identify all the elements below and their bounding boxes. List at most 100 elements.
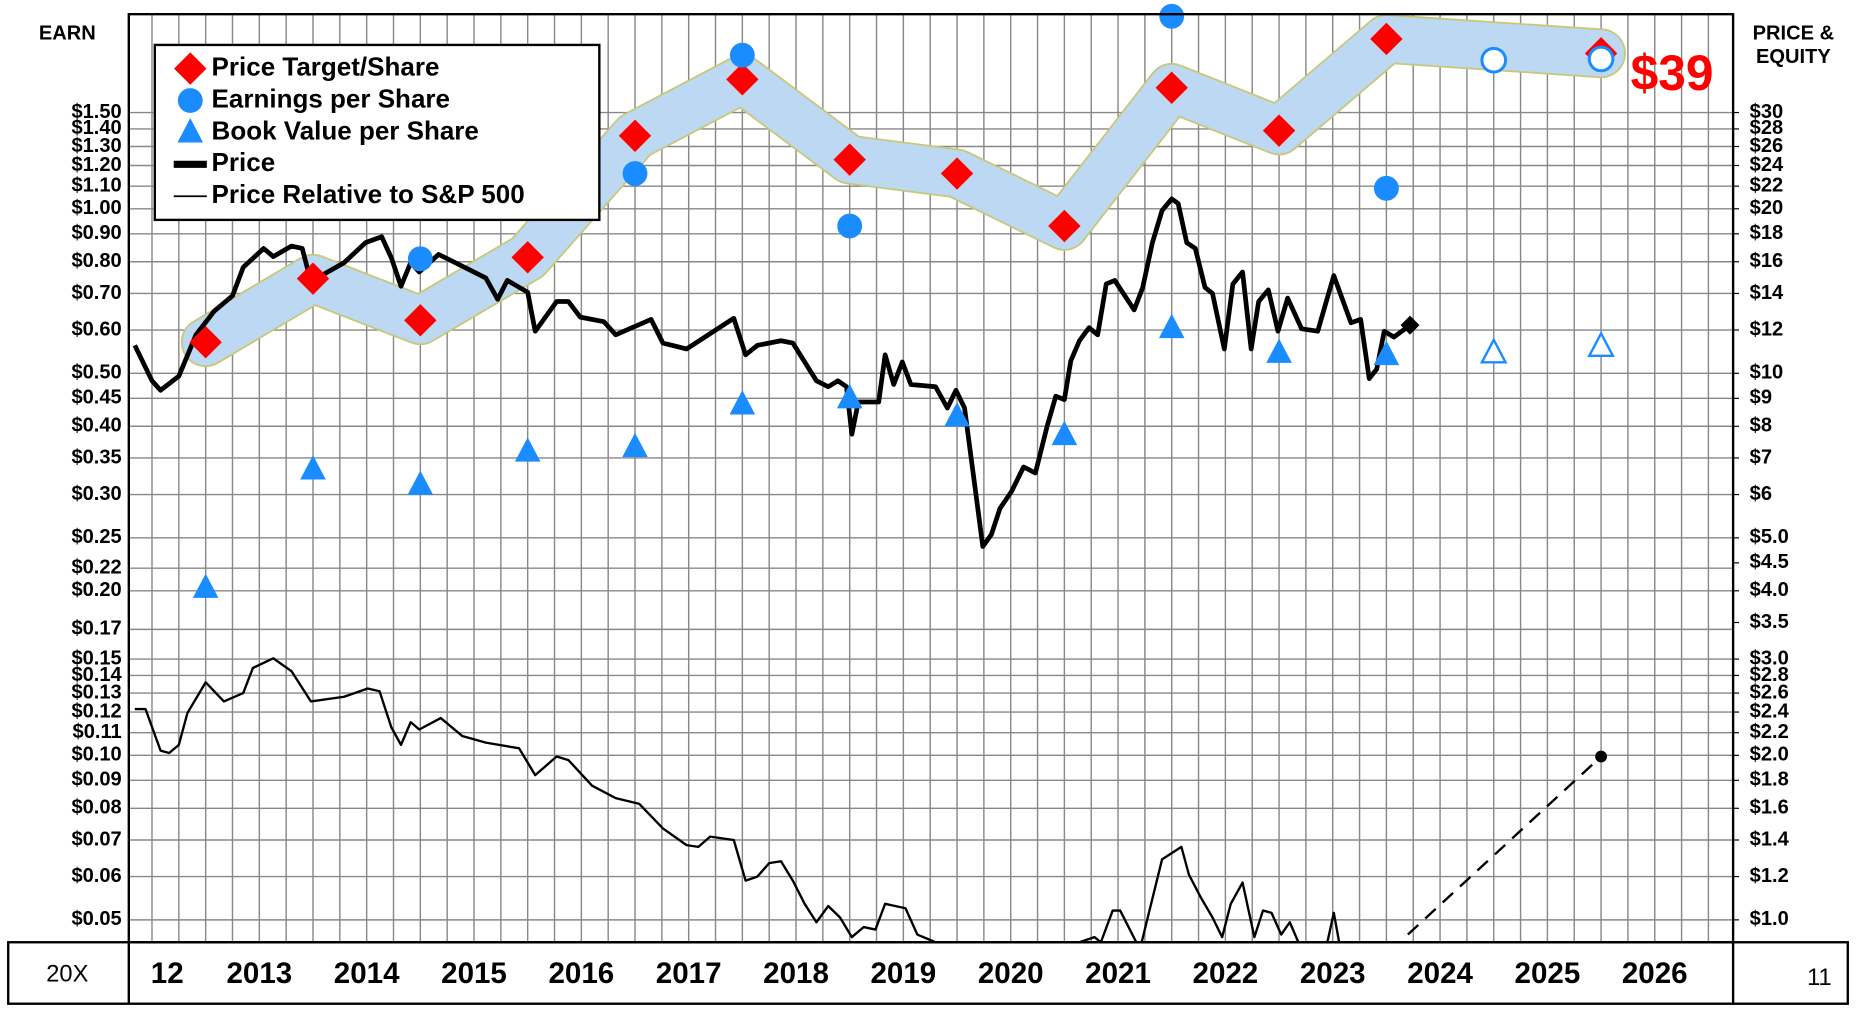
legend-box — [153, 43, 601, 222]
y2-tick-label: $8 — [1750, 415, 1772, 437]
x-tick-label: 2014 — [334, 957, 400, 990]
y2-tick-label: $24 — [1750, 154, 1784, 176]
y-tick-label: $0.45 — [71, 387, 121, 409]
y-tick-label: $0.40 — [71, 415, 121, 437]
legend-label: Earnings per Share — [212, 83, 450, 113]
x-tick-label: 2021 — [1085, 957, 1151, 990]
x-tick-label: 2016 — [548, 957, 614, 990]
y-tick-label: $0.06 — [71, 865, 121, 887]
circle-marker — [729, 42, 755, 68]
y-tick-label: $0.20 — [71, 579, 121, 601]
y2-tick-label: $18 — [1750, 222, 1783, 244]
right-axis-label: PRICE & — [1753, 23, 1834, 45]
y-tick-label: $0.05 — [71, 908, 121, 930]
y2-tick-label: $5.0 — [1750, 526, 1789, 548]
x-tick-label: 2017 — [656, 957, 722, 990]
triangle-marker — [407, 470, 434, 495]
diamond-marker — [189, 325, 222, 359]
diamond-marker — [940, 157, 974, 190]
x-tick-label: 2023 — [1300, 957, 1366, 990]
y2-tick-label: $14 — [1750, 282, 1784, 304]
circle-marker — [622, 161, 648, 186]
y2-tick-label: $1.8 — [1750, 769, 1789, 791]
triangle-marker — [177, 118, 204, 143]
triangle-marker — [729, 390, 756, 415]
triangle-marker — [836, 384, 863, 409]
y-tick-label: $0.11 — [73, 721, 122, 743]
triangle-marker — [1266, 338, 1292, 363]
diamond-marker — [296, 262, 330, 295]
diamond-marker — [1155, 71, 1188, 104]
y2-tick-label: $2.6 — [1750, 681, 1789, 703]
y2-tick-label: $9 — [1750, 387, 1772, 409]
y2-tick-label: $12 — [1750, 318, 1783, 340]
right-axis-label: EQUITY — [1756, 46, 1831, 68]
diamond-marker — [1262, 114, 1296, 147]
triangle-marker — [514, 437, 541, 462]
triangle-marker — [1479, 337, 1508, 364]
y-tick-label: $0.08 — [71, 797, 121, 819]
y-tick-label: $1.40 — [71, 117, 121, 139]
bottom-strip — [7, 941, 1849, 1005]
diamond-marker — [404, 304, 437, 337]
triangle-marker — [944, 402, 970, 427]
y-tick-label: $0.15 — [71, 647, 121, 669]
y-tick-label: $0.30 — [71, 483, 121, 505]
x-tick-label: 2026 — [1622, 957, 1688, 990]
triangle-marker — [1587, 330, 1615, 358]
y-tick-label: $0.12 — [71, 700, 121, 722]
diamond-marker — [174, 52, 207, 85]
x-tick-label: 2019 — [871, 957, 937, 990]
legend-label: Price Relative to S&P 500 — [212, 179, 525, 209]
circle-marker — [1587, 45, 1615, 73]
y-tick-label: $1.30 — [71, 135, 121, 157]
x-tick-label: 2015 — [441, 957, 507, 990]
y2-tick-label: $6 — [1750, 483, 1772, 505]
legend-label: Book Value per Share — [212, 115, 479, 145]
y2-tick-label: $2.4 — [1750, 700, 1790, 722]
y2-tick-label: $10 — [1750, 362, 1783, 384]
circle-marker — [1159, 3, 1185, 29]
y2-tick-label: $26 — [1750, 135, 1783, 157]
legend-label: Price — [212, 147, 276, 177]
x-tick-label: 2025 — [1515, 957, 1581, 990]
y-tick-label: $0.25 — [71, 526, 121, 548]
circle-marker — [1373, 175, 1399, 201]
y2-tick-label: $3.0 — [1750, 647, 1789, 669]
diamond-marker — [1048, 209, 1081, 243]
triangle-marker — [1158, 313, 1185, 339]
diamond-marker — [1370, 22, 1403, 56]
x-tick-label: 2020 — [978, 957, 1044, 990]
y2-tick-label: $16 — [1750, 250, 1783, 272]
y-tick-label: $0.10 — [71, 744, 121, 766]
marker-layer — [189, 3, 1618, 763]
x-tick-label: 2022 — [1193, 957, 1259, 990]
triangle-marker — [622, 432, 648, 458]
x-tick-label: 2024 — [1407, 957, 1473, 990]
end-marker — [1595, 750, 1607, 763]
y2-tick-label: $20 — [1750, 197, 1783, 219]
y2-tick-label: $2.0 — [1750, 744, 1789, 766]
y2-tick-label: $7 — [1750, 446, 1772, 468]
triangle-marker — [1373, 340, 1400, 366]
x-tick-label: 2018 — [763, 957, 829, 990]
y-tick-label: $1.00 — [71, 197, 121, 219]
circle-marker — [837, 213, 863, 239]
y2-tick-label: $1.4 — [1750, 828, 1790, 850]
line — [134, 657, 937, 943]
y-tick-label: $1.50 — [71, 101, 121, 123]
diamond-marker — [618, 119, 652, 152]
y2-tick-label: $4.0 — [1750, 579, 1789, 601]
y2-tick-label: $1.0 — [1750, 908, 1789, 930]
triangle-marker — [192, 573, 219, 598]
x-tick-label: 12 — [151, 957, 184, 990]
end-marker — [1400, 315, 1420, 335]
triangle-marker — [300, 455, 326, 480]
diamond-marker — [833, 143, 866, 176]
triangle-marker — [1051, 420, 1078, 446]
y-tick-label: $0.50 — [71, 362, 121, 384]
y-tick-label: $0.60 — [71, 318, 121, 340]
legend-label: Price Target/Share — [212, 51, 440, 81]
y-tick-label: $0.22 — [71, 556, 121, 578]
